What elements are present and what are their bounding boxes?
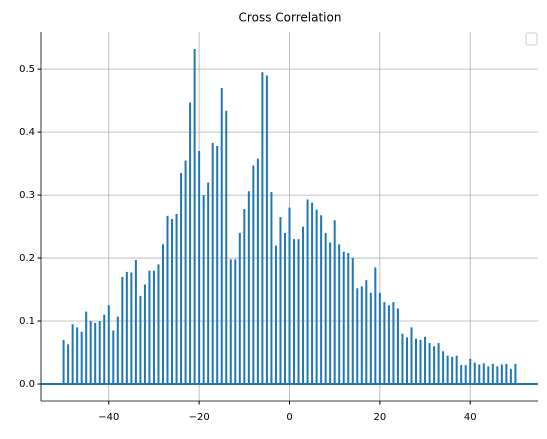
y-tick-label: 0.5 bbox=[19, 64, 35, 75]
chart-title: Cross Correlation bbox=[239, 11, 342, 25]
y-tick-label: 0.4 bbox=[19, 127, 35, 138]
y-tick-label: 0.2 bbox=[19, 253, 35, 264]
y-tick-label: 0.3 bbox=[19, 190, 35, 201]
x-tick-label: 20 bbox=[373, 412, 386, 423]
x-tick-label: 40 bbox=[464, 412, 477, 423]
y-tick-label: 0.0 bbox=[19, 379, 35, 390]
x-tick-label: −20 bbox=[189, 412, 210, 423]
y-tick-label: 0.1 bbox=[19, 316, 35, 327]
x-tick-label: 0 bbox=[286, 412, 292, 423]
legend bbox=[525, 32, 538, 46]
x-tick-label: −40 bbox=[98, 412, 119, 423]
